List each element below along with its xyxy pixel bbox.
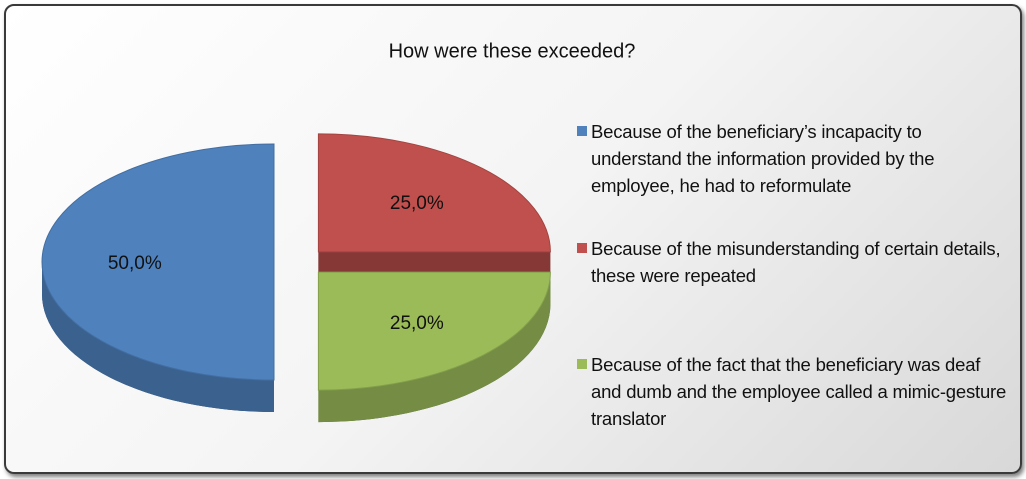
slice-top [317,133,551,253]
legend-label: Because of the fact that the beneficiary… [591,354,1007,429]
legend-item: Because of the misunderstanding of certa… [575,235,1015,289]
legend-item: Because of the beneficiary’s incapacity … [575,118,1015,199]
legend-swatch [577,126,587,136]
legend-label: Because of the beneficiary’s incapacity … [591,121,935,196]
legend: Because of the beneficiary’s incapacity … [575,118,1015,432]
slice [317,271,551,423]
data-label: 25,0% [390,313,444,334]
legend-item: Because of the fact that the beneficiary… [575,351,1015,432]
legend-swatch [577,359,587,369]
data-label: 25,0% [390,193,444,214]
slice-wall [318,272,551,423]
slice [41,143,275,412]
slice-wall [42,262,274,412]
data-label: 50,0% [108,253,162,274]
slice-top [317,271,551,391]
chart-title: How were these exceeded? [389,40,636,62]
slice-top [41,143,275,381]
legend-swatch [577,243,587,253]
legend-label: Because of the misunderstanding of certa… [591,238,1001,286]
